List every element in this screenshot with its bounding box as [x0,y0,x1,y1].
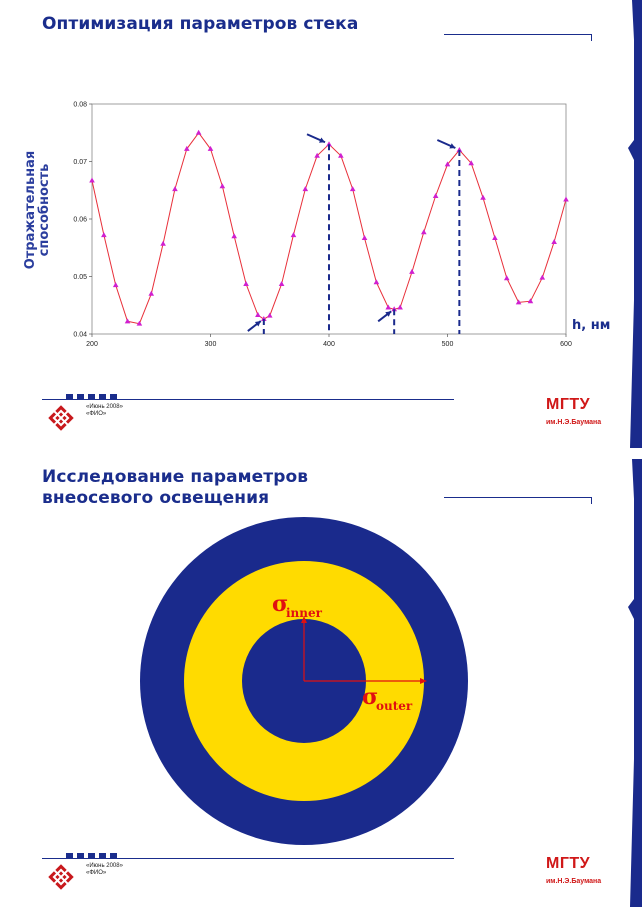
footer-divider [42,858,454,859]
data-point [261,316,267,322]
y-tick-label: 0.06 [73,217,87,224]
brand-subtitle: им.Н.Э.Баумана [546,878,602,885]
data-point [136,320,143,326]
data-point [456,147,463,152]
side-decoration [628,0,642,448]
slide-stack-optimization: Оптимизация параметров стека Отражательн… [0,0,642,448]
data-point [101,232,107,238]
data-point [397,304,403,310]
data-point [349,186,356,192]
x-tick-label: 200 [86,341,98,348]
brand-name: МГТУ [546,396,591,413]
data-point [290,232,297,238]
slide-title: Оптимизация параметров стека [42,14,359,34]
data-point [385,304,392,310]
data-point [231,233,237,239]
illumination-diagram: σ inner σ outer [140,517,468,845]
data-point [314,152,320,158]
data-point [172,186,178,192]
side-decoration [628,459,642,907]
sigma-outer-arrowhead [420,678,427,684]
data-point [160,240,166,246]
annotation-arrowhead [449,143,456,149]
footer-info: «Июнь 2008» «ФИО» [86,863,123,877]
university-logo [48,864,74,890]
footer-squares [66,394,117,399]
data-point [563,196,569,202]
data-point [326,141,332,147]
data-point [373,279,380,285]
data-point [124,318,131,324]
sigma-inner-arrowhead [301,616,307,623]
x-tick-label: 400 [323,341,335,348]
data-point [338,152,344,158]
x-tick-label: 300 [205,341,217,348]
data-point [243,280,249,286]
sigma-inner-subscript: inner [286,606,323,620]
data-point [492,234,498,240]
x-tick-label: 600 [560,341,572,348]
annotation-arrowhead [385,311,392,317]
footer-date: «Июнь 2008» [86,863,123,869]
title-underline [444,34,592,35]
y-tick-label: 0.05 [73,274,87,281]
x-axis-label: h, нм [572,318,611,333]
data-point [302,186,309,192]
y-axis-label: Отражательная способность [23,150,52,270]
data-point [207,145,214,151]
footer-author: «ФИО» [86,411,107,417]
sigma-outer-symbol: σ [362,684,378,710]
data-point [219,183,226,189]
data-point [551,239,557,244]
annotation-arrowhead [319,137,325,143]
sigma-outer-subscript: outer [376,699,413,713]
data-point [391,306,397,312]
data-point [527,298,534,304]
data-point [409,268,415,274]
footer-divider [42,399,454,400]
data-point [112,282,119,288]
annotation-arrowhead [254,321,261,327]
footer-date: «Июнь 2008» [86,404,123,410]
data-point [361,234,368,240]
title-underline-tick [591,34,592,41]
x-tick-label: 500 [442,341,454,348]
y-tick-label: 0.07 [73,159,87,166]
data-point [444,161,451,167]
slide-off-axis-illumination: Исследование параметров внеосевого освещ… [0,459,642,907]
data-point [278,280,285,286]
data-point [148,290,155,296]
data-point [266,312,273,318]
title-underline-tick [591,497,592,504]
y-tick-label: 0.08 [73,102,87,109]
data-point [539,274,546,280]
data-point [503,275,510,281]
footer-author: «ФИО» [86,870,107,876]
brand-name: МГТУ [546,855,591,872]
data-point [421,229,427,235]
title-underline [444,497,592,498]
y-tick-label: 0.04 [73,332,87,339]
sigma-inner-symbol: σ [272,591,288,617]
data-point [195,129,202,135]
university-logo [48,405,74,431]
footer-info: «Июнь 2008» «ФИО» [86,404,123,418]
brand-subtitle: им.Н.Э.Баумана [546,419,602,426]
data-point [468,160,474,166]
data-point [184,145,190,151]
data-point [89,177,95,183]
data-point [432,193,439,198]
data-point [255,312,261,318]
data-point [480,194,486,200]
data-point [515,299,522,305]
footer-squares [66,853,117,858]
reflectivity-chart: 0.04 0.05 0.06 0.07 0.08 200 300 400 500 600 [73,102,572,349]
slide-title: Исследование параметров внеосевого освещ… [42,467,309,508]
